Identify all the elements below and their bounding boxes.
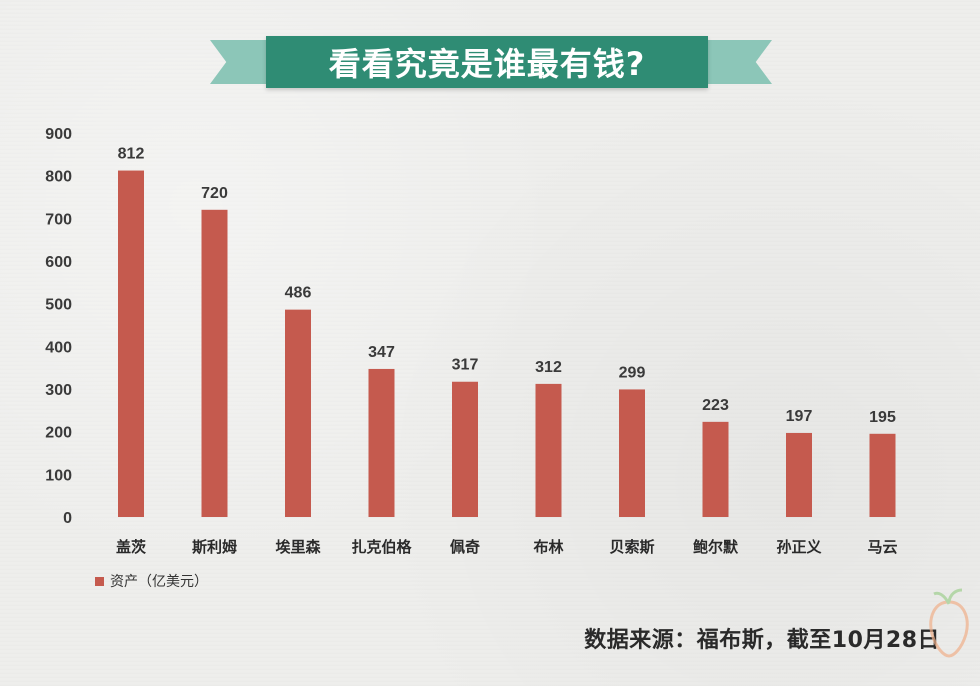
bar: [118, 170, 144, 517]
x-tick-label: 佩奇: [450, 538, 480, 556]
banner-main: 看看究竟是谁最有钱?: [266, 36, 708, 88]
x-tick-label: 贝索斯: [609, 538, 654, 556]
source-note: 数据来源：福布斯，截至10月28日: [584, 628, 940, 653]
data-label: 317: [452, 357, 479, 374]
data-label: 812: [118, 146, 145, 163]
bar: [201, 209, 228, 518]
x-tick-label: 布林: [533, 538, 564, 556]
data-label: 197: [786, 408, 813, 425]
bar: [702, 421, 729, 517]
title-banner: 看看究竟是谁最有钱?: [210, 36, 772, 92]
data-label: 720: [201, 185, 228, 202]
y-tick-label: 500: [45, 297, 72, 314]
x-axis: 盖茨 斯利姆 埃里森 扎克伯格 佩奇 布林 贝索斯 鲍尔默 孙正义 马云: [116, 538, 898, 556]
y-axis: 0 100 200 300 400 500 600 700 800 900: [45, 126, 72, 527]
bar: [368, 368, 395, 517]
data-label: 223: [702, 397, 729, 414]
chart-title: 看看究竟是谁最有钱?: [328, 45, 646, 83]
y-tick-label: 800: [45, 169, 72, 186]
data-label: 486: [285, 285, 312, 302]
bar: [869, 433, 896, 517]
legend-swatch: [95, 576, 104, 586]
legend: 资产（亿美元）: [95, 571, 208, 591]
x-tick-label: 鲍尔默: [693, 538, 739, 556]
y-tick-label: 0: [63, 510, 72, 527]
y-tick-label: 300: [45, 382, 72, 399]
data-label: 312: [535, 359, 562, 376]
x-tick-label: 埃里森: [275, 538, 321, 556]
data-label: 347: [368, 344, 395, 361]
y-tick-label: 100: [45, 467, 72, 484]
y-tick-label: 900: [45, 126, 72, 143]
watermark-logo: [929, 588, 969, 658]
bar: [452, 381, 478, 517]
bar: [619, 389, 645, 517]
y-tick-label: 600: [45, 254, 72, 271]
data-label: 195: [869, 409, 896, 426]
x-tick-label: 盖茨: [116, 538, 146, 556]
y-tick-label: 400: [45, 339, 72, 356]
value-labels: 812 720 486 347 317 312 299 223 197 195: [118, 146, 896, 426]
legend-label: 资产（亿美元）: [110, 574, 208, 590]
bar: [285, 309, 311, 517]
bar: [535, 383, 562, 517]
x-tick-label: 孙正义: [776, 538, 821, 556]
x-tick-label: 斯利姆: [192, 538, 237, 556]
bar-series: [118, 170, 896, 518]
data-label: 299: [619, 364, 646, 381]
x-tick-label: 马云: [867, 538, 897, 556]
y-tick-label: 700: [45, 211, 72, 228]
y-tick-label: 200: [45, 425, 72, 442]
bar: [786, 432, 812, 517]
x-tick-label: 扎克伯格: [351, 538, 412, 556]
